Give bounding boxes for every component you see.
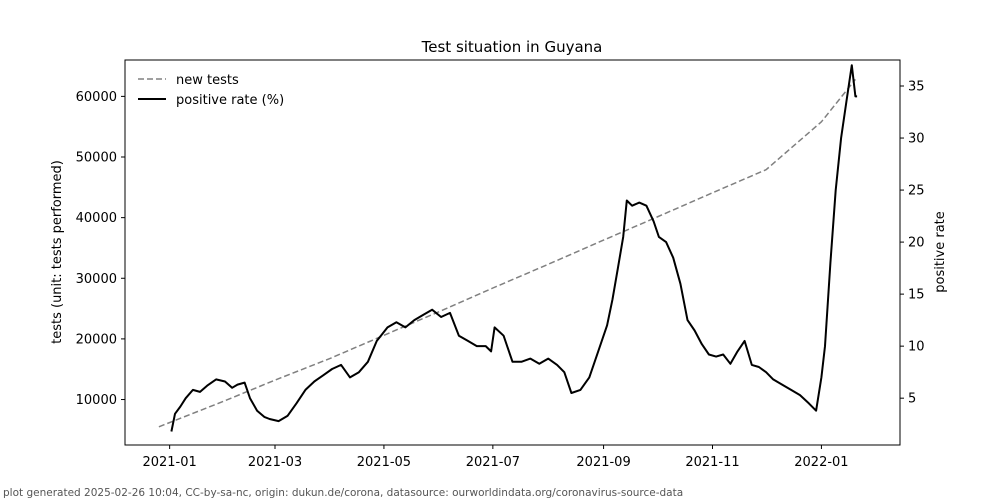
legend-label: positive rate (%) [176,93,284,108]
x-tick-label: 2021-09 [576,455,630,470]
x-tick-label: 2021-05 [357,455,411,470]
legend-label: new tests [176,73,239,88]
y-left-tick-label: 20000 [76,332,117,347]
y-right-tick-label: 35 [908,80,925,95]
y-right-tick-label: 25 [908,184,925,199]
legend: new tests positive rate (%) [138,73,284,108]
x-tick-label: 2021-03 [248,455,302,470]
y-axis-left-label: tests (unit: tests performed) [50,160,65,344]
y-right-tick-label: 20 [908,236,925,251]
series-layer [158,64,858,432]
y-axis-left: 10000 20000 30000 40000 50000 60000 [76,90,125,408]
y-left-tick-label: 50000 [76,151,117,166]
y-left-tick-label: 60000 [76,90,117,105]
footer-credit: plot generated 2025-02-26 10:04, CC-by-s… [3,487,684,499]
x-tick-label: 2021-11 [685,455,739,470]
x-tick-label: 2022-01 [794,455,848,470]
y-left-tick-label: 40000 [76,211,117,226]
x-tick-label: 2021-07 [466,455,520,470]
y-left-tick-label: 10000 [76,393,117,408]
y-axis-right-label: positive rate [933,211,948,293]
chart-title: Test situation in Guyana [421,38,603,56]
series-line-0 [158,78,856,428]
y-right-tick-label: 15 [908,288,925,303]
y-right-tick-label: 5 [908,392,916,407]
y-right-tick-label: 30 [908,132,925,147]
x-axis: 2021-01 2021-03 2021-05 2021-07 2021-09 2021-… [142,445,849,470]
y-left-tick-label: 30000 [76,272,117,287]
plot-frame [124,59,901,446]
y-axis-right: 5 10 15 20 25 30 35 [900,80,925,407]
y-right-tick-label: 10 [908,340,925,355]
series-line-1 [170,64,858,432]
x-tick-label: 2021-01 [142,455,196,470]
